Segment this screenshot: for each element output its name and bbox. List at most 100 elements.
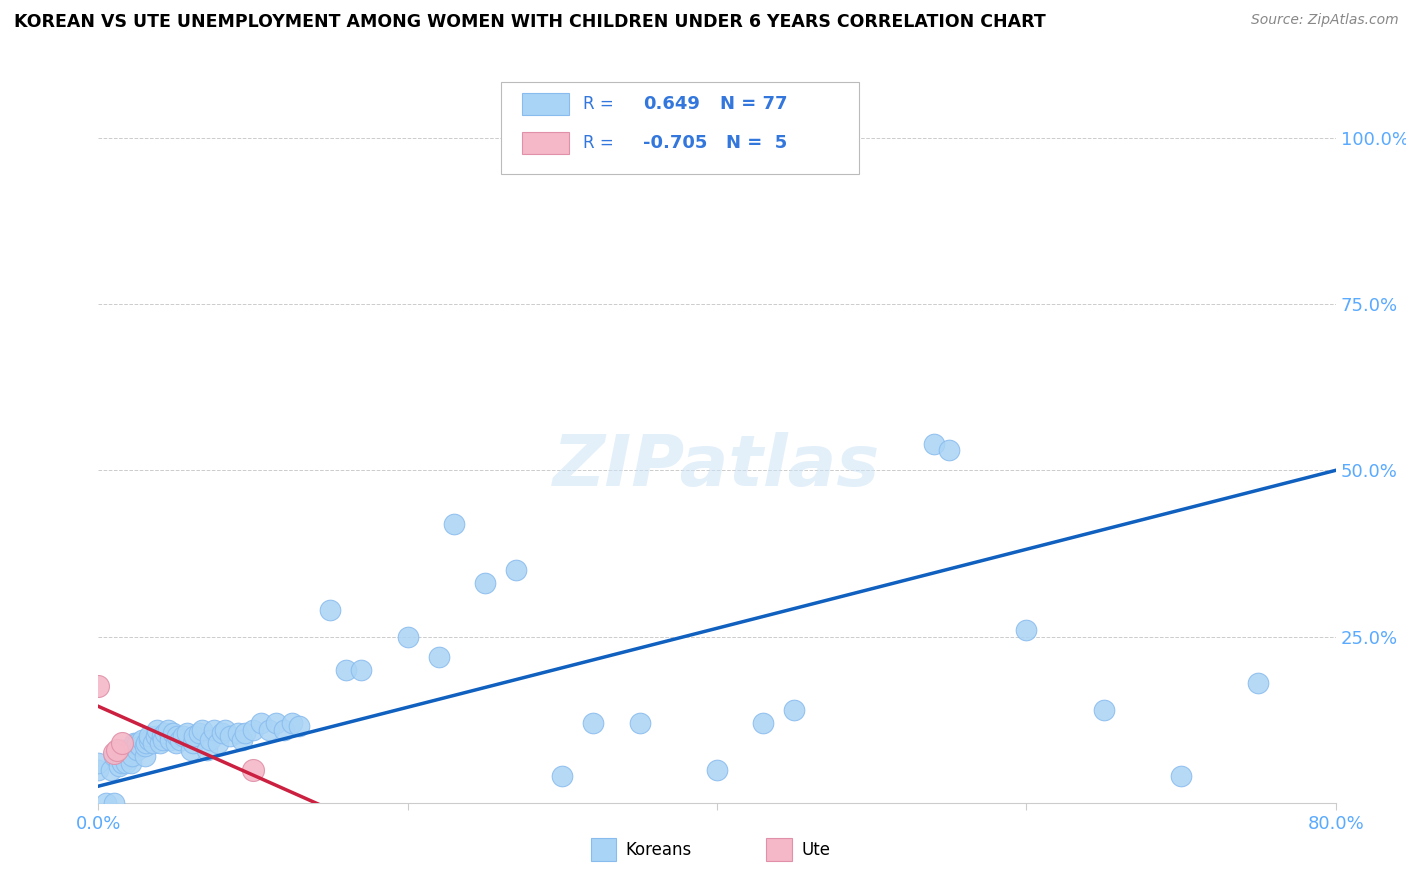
Text: N =  5: N = 5 [725,134,787,152]
Point [134,749,156,764]
Point [152,732,174,747]
Text: Ute: Ute [801,840,831,859]
Point [474,576,496,591]
Point [114,749,136,764]
Point [105,742,128,756]
Point [111,736,134,750]
Point [1092,703,1115,717]
Point [166,729,188,743]
Point [138,732,160,747]
Text: Source: ZipAtlas.com: Source: ZipAtlas.com [1251,13,1399,28]
Point [149,736,172,750]
Point [938,443,960,458]
Point [153,726,176,740]
Point [111,742,134,756]
Point [142,736,165,750]
Point [135,736,157,750]
Point [176,726,198,740]
Text: N = 77: N = 77 [720,95,787,113]
Point [134,739,156,754]
Text: ZIPatlas: ZIPatlas [554,432,880,500]
Point [138,729,160,743]
Point [103,749,125,764]
Point [250,716,273,731]
Point [281,716,304,731]
Point [706,763,728,777]
Point [87,680,110,694]
Text: Koreans: Koreans [626,840,692,859]
Point [150,729,173,743]
Point [204,723,226,737]
Point [273,723,295,737]
Point [242,763,264,777]
Point [121,749,143,764]
Point [103,796,125,810]
Point [335,663,357,677]
Text: R =: R = [583,134,620,152]
Point [173,729,195,743]
Point [231,732,253,747]
Point [288,719,311,733]
Point [107,759,129,773]
Text: -0.705: -0.705 [643,134,707,152]
Point [235,726,257,740]
Point [396,630,419,644]
Point [103,746,125,760]
Point [131,732,153,747]
Point [266,716,288,731]
Point [195,742,218,756]
Point [105,742,128,756]
Text: 0.649: 0.649 [643,95,700,113]
Point [120,756,142,770]
Point [505,563,527,577]
Point [191,723,214,737]
Point [87,756,110,770]
Point [157,723,180,737]
Bar [522,132,568,154]
Text: KOREAN VS UTE UNEMPLOYMENT AMONG WOMEN WITH CHILDREN UNDER 6 YEARS CORRELATION C: KOREAN VS UTE UNEMPLOYMENT AMONG WOMEN W… [14,13,1046,31]
Point [350,663,373,677]
Point [207,736,229,750]
Point [1015,623,1038,637]
Point [165,736,187,750]
Point [1247,676,1270,690]
Point [551,769,574,783]
Point [214,723,236,737]
Point [219,729,242,743]
Point [752,716,775,731]
Point [922,436,945,450]
Point [183,729,205,743]
Point [162,726,184,740]
Point [628,716,651,731]
Point [226,726,249,740]
FancyBboxPatch shape [501,82,859,174]
Point [122,736,145,750]
Point [181,736,204,750]
Point [127,736,149,750]
Point [118,742,141,756]
Point [129,739,152,754]
Point [146,723,169,737]
Point [443,516,465,531]
Point [783,703,806,717]
Point [319,603,342,617]
Point [198,732,221,747]
Point [427,649,450,664]
Point [115,756,138,770]
Point [169,732,191,747]
Point [159,732,181,747]
Point [87,763,110,777]
Point [111,756,134,770]
Point [188,726,211,740]
Point [145,729,167,743]
Bar [522,94,568,115]
Point [96,796,118,810]
Point [257,723,280,737]
Point [242,723,264,737]
Point [1170,769,1192,783]
Point [127,742,149,756]
Text: R =: R = [583,95,620,113]
Point [582,716,605,731]
Point [100,763,122,777]
Point [211,726,233,740]
